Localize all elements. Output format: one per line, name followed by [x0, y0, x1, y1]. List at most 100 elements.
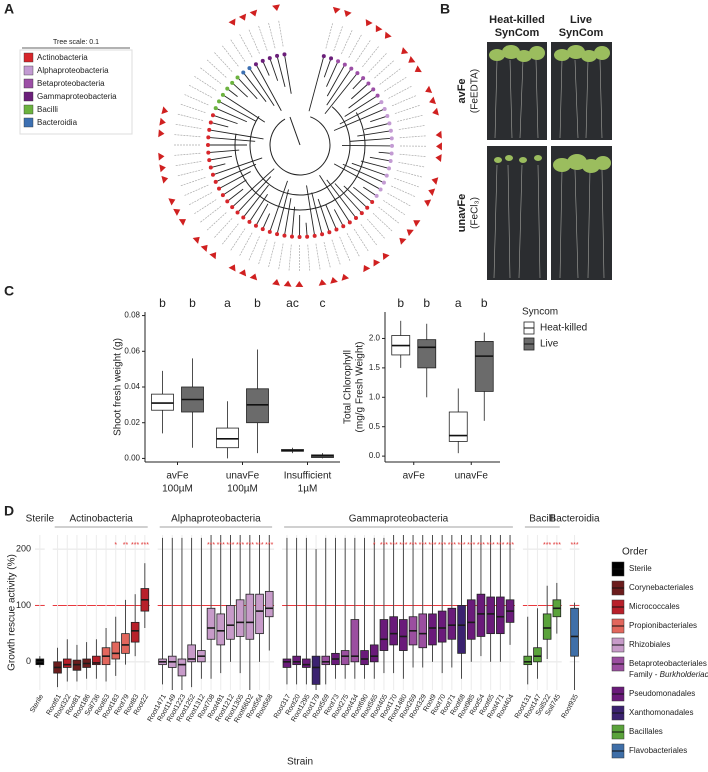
branch: [353, 186, 373, 203]
significance: **: [123, 542, 129, 549]
tip: [389, 136, 394, 141]
tip: [384, 173, 389, 178]
branch: [378, 151, 392, 154]
y-tick-label: 200: [16, 543, 31, 553]
tip-label: [180, 177, 206, 187]
tip: [389, 151, 394, 156]
marker: [428, 188, 436, 196]
tip-label: [175, 123, 202, 129]
marker: [178, 219, 187, 226]
branch: [210, 163, 226, 168]
marker: [238, 13, 247, 21]
tip: [379, 100, 384, 105]
legend-label: Alphaproteobacteria: [37, 66, 109, 75]
panel-label: C: [4, 283, 14, 299]
tip: [207, 127, 212, 132]
tip-label: [348, 34, 362, 58]
x-tick-sublabel: 100µM: [227, 484, 258, 495]
sig-letter: b: [397, 296, 404, 310]
row-condition: (FeCl₃): [470, 197, 481, 229]
marker: [249, 273, 258, 281]
marker: [318, 279, 327, 286]
legend-note-text: Family -: [629, 670, 660, 679]
marker: [413, 220, 421, 227]
sig-letter: b: [481, 296, 488, 310]
legend-label: Betaproteobacteriales: [629, 659, 707, 668]
branch: [237, 176, 272, 213]
branch: [222, 179, 247, 196]
boxes: [35, 535, 579, 690]
tip-label: [397, 115, 423, 122]
tip: [210, 113, 215, 118]
tip-label: [372, 213, 393, 232]
branch: [227, 88, 238, 97]
tip-label: [239, 34, 253, 58]
box: [235, 599, 245, 637]
marker: [429, 96, 436, 105]
significance: ***: [467, 542, 475, 549]
branch: [324, 72, 358, 115]
tip-label: [355, 40, 371, 63]
tip: [371, 87, 376, 92]
marker: [228, 264, 236, 272]
box: [92, 655, 101, 666]
tip: [359, 211, 364, 216]
tip-label: [194, 75, 217, 91]
group-label: Sterile: [26, 514, 55, 525]
branch: [215, 107, 248, 123]
box: [226, 605, 235, 640]
significance: ***: [399, 542, 407, 549]
box: [448, 411, 468, 442]
marker: [158, 152, 165, 161]
tip: [375, 93, 380, 98]
sig-letter: c: [320, 296, 326, 310]
marker: [363, 265, 371, 273]
branch: [308, 56, 325, 112]
tip-label: [188, 84, 213, 98]
marker: [399, 237, 407, 245]
branch: [370, 115, 388, 123]
tip-label: [177, 169, 204, 177]
marker: [159, 117, 166, 126]
marker: [228, 18, 236, 26]
leaves: [489, 45, 611, 173]
tip: [225, 86, 230, 91]
y-axis-title: Growth rescue activity (%): [7, 554, 18, 671]
branch: [212, 114, 238, 125]
tip-label: [394, 105, 420, 114]
legend-frame: [19, 49, 133, 135]
marker: [295, 280, 304, 287]
tip-label: [366, 218, 385, 239]
box: [418, 613, 428, 649]
legend-swatch: [23, 104, 34, 115]
tip-label: [230, 228, 246, 251]
tip: [365, 205, 370, 210]
box: [533, 647, 542, 663]
box: [246, 388, 269, 424]
sig-letter: b: [159, 296, 166, 310]
branch: [218, 100, 257, 122]
tip: [210, 172, 215, 177]
tip-label: [206, 59, 227, 78]
tip: [327, 230, 332, 235]
marker: [330, 277, 338, 284]
x-tick-label: Sterile: [29, 693, 45, 714]
facet: [157, 535, 275, 690]
tip: [241, 215, 246, 220]
tip-label: [383, 200, 406, 216]
column-label: SynCom: [559, 27, 604, 39]
marker: [238, 269, 247, 277]
y-tick-label: 2.0: [369, 334, 381, 343]
branch: [326, 61, 339, 87]
marker: [432, 107, 439, 116]
significance: ***: [226, 542, 234, 549]
branch: [249, 67, 275, 106]
marker: [408, 55, 416, 63]
branch: [237, 77, 258, 100]
legend-label: Flavobacteriales: [629, 746, 687, 755]
branch: [351, 83, 369, 100]
branch: [291, 206, 296, 237]
branch: [339, 101, 382, 125]
box: [523, 655, 533, 666]
tip-label: [325, 23, 333, 49]
